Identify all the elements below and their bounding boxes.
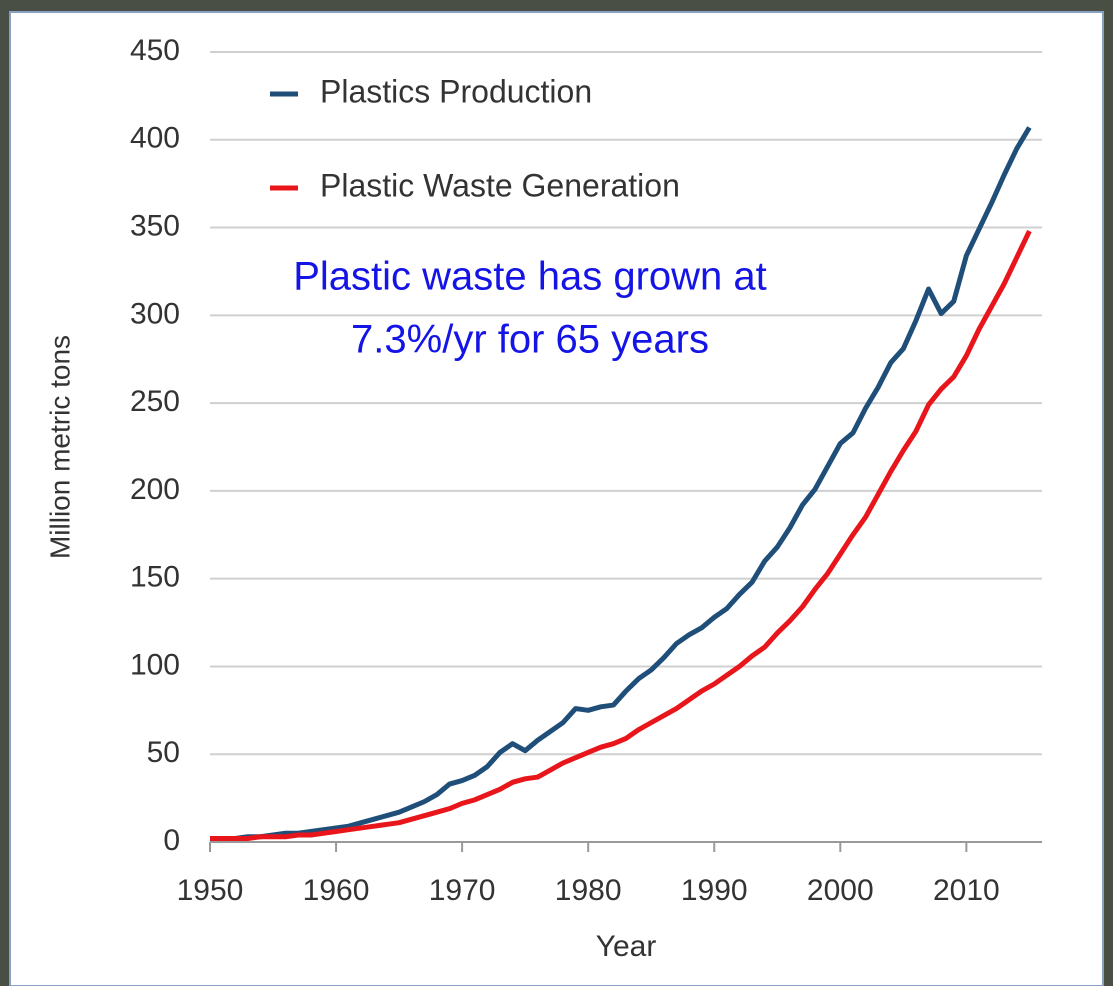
legend-label: Plastic Waste Generation — [320, 167, 680, 203]
y-tick-label: 450 — [130, 34, 180, 67]
x-axis-label: Year — [596, 930, 657, 963]
x-tick-label: 1950 — [177, 874, 244, 907]
y-tick-label: 0 — [163, 824, 180, 857]
y-tick-label: 150 — [130, 561, 180, 594]
panel — [9, 11, 1104, 986]
x-tick-label: 2010 — [933, 874, 1000, 907]
x-tick-label: 1980 — [555, 874, 622, 907]
y-axis-label: Million metric tons — [44, 335, 75, 559]
x-tick-label: 1990 — [681, 874, 748, 907]
line-series — [210, 126, 1032, 841]
legend-label: Plastics Production — [320, 73, 592, 109]
x-tick-label: 1960 — [303, 874, 370, 907]
y-tick-label: 300 — [130, 297, 180, 330]
y-tick-label: 250 — [130, 385, 180, 418]
annotation: 7.3%/yr for 65 years — [351, 318, 709, 362]
x-tick-label: 1970 — [429, 874, 496, 907]
y-tick-label: 350 — [130, 209, 180, 242]
y-tick-label: 50 — [147, 736, 180, 769]
annotation: Plastic waste has grown at — [293, 255, 767, 299]
y-tick-label: 400 — [130, 122, 180, 155]
x-tick-label: 2000 — [807, 874, 874, 907]
line-series — [210, 229, 1032, 841]
y-tick-label: 200 — [130, 473, 180, 506]
y-tick-label: 100 — [130, 648, 180, 681]
